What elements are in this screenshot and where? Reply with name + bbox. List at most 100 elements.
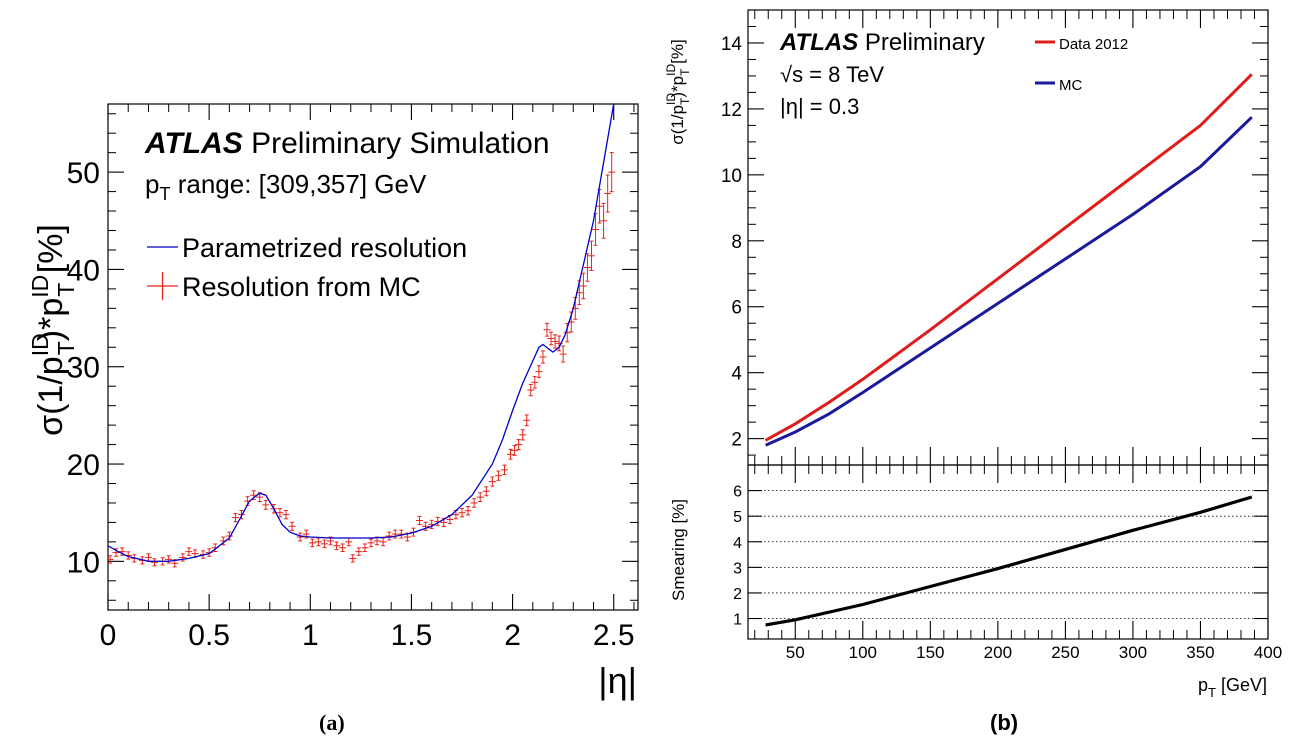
mc-point bbox=[600, 202, 608, 239]
y-tick-label-a: 30 bbox=[67, 352, 100, 385]
mc-point bbox=[515, 439, 523, 451]
mc-point bbox=[527, 383, 535, 397]
mc-point bbox=[458, 508, 466, 518]
panel-b: 50 100 150 200 250 300 350 4002468101214123456 … bbox=[664, 9, 1282, 735]
energy-label: √s = 8 TeV bbox=[780, 62, 884, 87]
mc-points-a bbox=[108, 152, 616, 568]
mc-point bbox=[452, 509, 460, 520]
mc-point bbox=[288, 521, 296, 531]
mc-point bbox=[231, 512, 239, 523]
y-tick-label-b: 8 bbox=[731, 232, 742, 253]
x-tick-label-b: 300 bbox=[1119, 643, 1147, 662]
mc-point bbox=[470, 498, 478, 508]
mc-point bbox=[535, 365, 543, 378]
mc-point bbox=[500, 464, 508, 476]
mc-point bbox=[604, 174, 612, 213]
mc-point bbox=[282, 509, 290, 520]
x-axis-label-a: |η| bbox=[598, 660, 637, 701]
mc-point bbox=[205, 548, 213, 557]
y-tick-label-a: 40 bbox=[67, 254, 100, 287]
x-tick-label-b: 250 bbox=[1051, 643, 1079, 662]
mc-point bbox=[608, 152, 616, 193]
x-tick-label-b: 150 bbox=[916, 643, 944, 662]
y-tick-label-b: 4 bbox=[731, 364, 742, 385]
legend-label-parametrized: Parametrized resolution bbox=[182, 233, 467, 263]
atlas-title-b: ATLAS Preliminary bbox=[779, 29, 985, 56]
mc-point bbox=[482, 486, 490, 497]
mc-point bbox=[488, 476, 496, 487]
mc-point bbox=[333, 541, 341, 551]
mc-point bbox=[523, 414, 531, 427]
y-tick-label-b: 10 bbox=[721, 166, 742, 187]
mc-point bbox=[185, 547, 193, 556]
y-tick-label-smear: 5 bbox=[733, 509, 742, 526]
mc-curve bbox=[764, 116, 1253, 447]
x-tick-label-b: 200 bbox=[984, 643, 1012, 662]
mc-point bbox=[592, 213, 600, 246]
legend-label-mc: Resolution from MC bbox=[182, 272, 421, 302]
caption-b: (b) bbox=[990, 710, 1018, 735]
y-tick-label-smear: 4 bbox=[733, 535, 742, 552]
y-tick-label-smear: 1 bbox=[733, 612, 742, 629]
y-axis-label-b: σ(1/pIDT)*pIDT [%] bbox=[664, 39, 692, 145]
smearing-gridlines bbox=[748, 490, 1268, 619]
mc-point bbox=[296, 532, 304, 542]
mc-point bbox=[314, 537, 322, 547]
mc-point bbox=[361, 543, 369, 552]
x-tick-label-b: 50 bbox=[786, 643, 805, 662]
eta-label: |η| = 0.3 bbox=[780, 94, 859, 119]
legend-label-data: Data 2012 bbox=[1059, 36, 1128, 53]
mc-point bbox=[494, 470, 502, 481]
y-tick-label-b: 14 bbox=[721, 34, 743, 55]
mc-point bbox=[179, 553, 187, 562]
mc-point bbox=[511, 444, 519, 456]
x-tick-label-b: 400 bbox=[1254, 643, 1282, 662]
mc-point bbox=[108, 555, 114, 564]
x-tick-label-b: 350 bbox=[1186, 643, 1214, 662]
legend-b: Data 2012 MC bbox=[1035, 36, 1128, 94]
mc-point bbox=[476, 492, 484, 502]
y-tick-label-b: 12 bbox=[721, 100, 742, 121]
ticks-a: 0 0.5 1 1.5 2 2.5 10 20 30 40 50 bbox=[67, 104, 638, 652]
parametrized-resolution-line bbox=[108, 104, 615, 562]
mc-point bbox=[543, 322, 551, 337]
mc-point bbox=[385, 531, 393, 541]
mc-point bbox=[308, 538, 316, 548]
mc-point bbox=[587, 240, 595, 271]
y-tick-label-smear: 6 bbox=[733, 484, 742, 501]
mc-point bbox=[144, 553, 152, 562]
x-tick-label-a: 2.5 bbox=[593, 619, 635, 652]
data-2012-curve bbox=[764, 73, 1253, 442]
mc-point bbox=[345, 537, 353, 547]
mc-point bbox=[379, 537, 387, 547]
mc-point bbox=[262, 500, 270, 510]
x-tick-label-a: 1.5 bbox=[391, 619, 433, 652]
mc-point bbox=[355, 547, 363, 556]
pt-range-label: pT range: [309,357] GeV bbox=[145, 169, 427, 204]
y-tick-label-b: 2 bbox=[731, 430, 742, 451]
mc-point bbox=[507, 448, 515, 460]
mc-point bbox=[367, 538, 375, 548]
y-tick-label-a: 20 bbox=[67, 449, 100, 482]
legend-a: Parametrized resolution Resolution from … bbox=[147, 233, 467, 302]
mc-point bbox=[559, 345, 567, 363]
mc-point bbox=[519, 429, 527, 441]
mc-point bbox=[531, 376, 539, 389]
mc-point bbox=[596, 188, 604, 224]
plot-frame-a bbox=[107, 103, 639, 611]
mc-point bbox=[339, 543, 347, 552]
mc-point bbox=[416, 515, 424, 526]
y-tick-label-smear: 2 bbox=[733, 586, 742, 603]
x-tick-label-a: 1 bbox=[302, 619, 319, 652]
y-tick-label-b: 6 bbox=[731, 298, 742, 319]
mc-point bbox=[547, 331, 555, 346]
y-tick-label-a: 10 bbox=[67, 546, 100, 579]
smearing-curve bbox=[765, 495, 1253, 627]
mc-point bbox=[464, 506, 472, 516]
x-axis-label-b: pT [GeV] bbox=[1198, 675, 1267, 700]
x-tick-label-a: 2 bbox=[504, 619, 521, 652]
x-tick-label-b: 100 bbox=[849, 643, 877, 662]
